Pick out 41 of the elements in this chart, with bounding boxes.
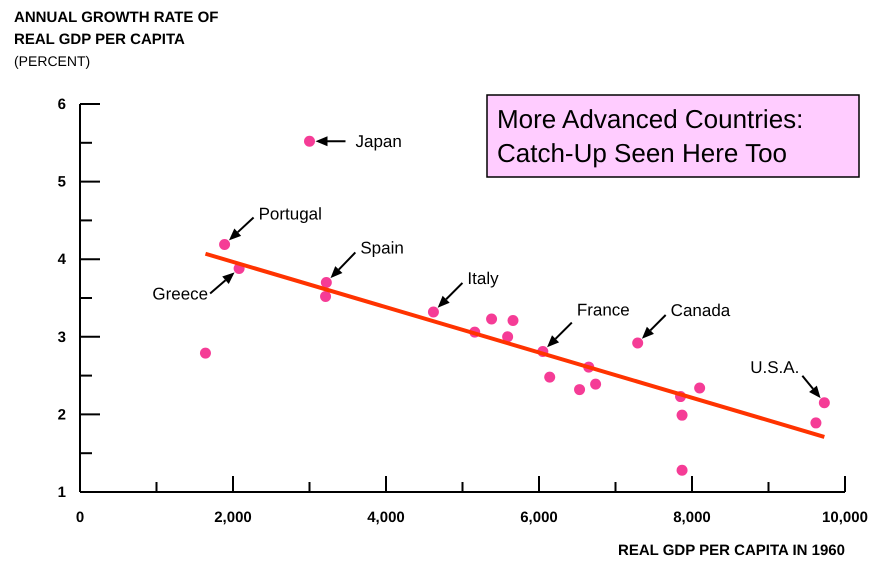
point (544, 372, 556, 383)
annotation: Japan (356, 132, 402, 152)
point (428, 306, 439, 318)
point (632, 338, 644, 349)
y-tick-label: 2 (58, 406, 66, 424)
annotation: Greece (152, 284, 208, 304)
point (590, 378, 602, 390)
point (818, 397, 830, 408)
annotation: More Advanced Countries: Catch-Up Seen Here Too (497, 104, 804, 168)
point (200, 348, 211, 359)
x-tick-label: 10,000 (822, 509, 868, 526)
x-axis-title: REAL GDP PER CAPITA IN 1960 (618, 542, 845, 559)
y-axis-title: ANNUAL GROWTH RATE OF REAL GDP PER CAPITA (PERCENT) (14, 9, 218, 69)
point (574, 384, 586, 396)
annotation: U.S.A. (750, 358, 800, 377)
y-tick-label: 6 (58, 96, 66, 113)
x-tick-label: 0 (76, 509, 84, 526)
point (320, 276, 332, 288)
point (694, 382, 706, 394)
point (507, 315, 518, 326)
annotation: Portugal (258, 204, 322, 224)
point (219, 238, 230, 250)
point (486, 313, 498, 324)
point (810, 417, 822, 428)
y-tick-label: 3 (58, 328, 66, 346)
x-tick-label: 4,000 (367, 509, 405, 526)
x-tick-label: 6,000 (520, 509, 558, 526)
annotation: Spain (360, 238, 404, 258)
point (320, 290, 332, 302)
y-tick-label: 4 (58, 251, 67, 268)
y-tick-label: 1 (58, 484, 66, 501)
x-tick-label: 8,000 (673, 509, 711, 526)
annotation: France (576, 300, 630, 320)
point (676, 464, 688, 476)
point (502, 331, 514, 342)
annotation: Canada (670, 301, 731, 320)
y-tick-label: 5 (58, 174, 66, 191)
point (304, 136, 315, 147)
point (676, 410, 688, 421)
annotation: Italy (467, 268, 500, 288)
x-tick-label: 2,000 (214, 509, 252, 526)
